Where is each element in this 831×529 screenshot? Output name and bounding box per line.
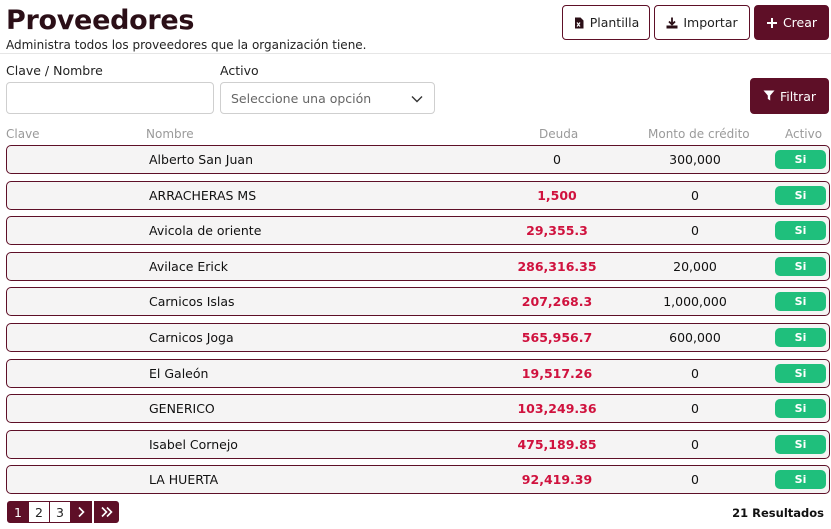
page-header: Proveedores Administra todos los proveed… bbox=[6, 4, 367, 52]
crear-button[interactable]: Crear bbox=[754, 5, 829, 40]
filter-icon bbox=[763, 90, 775, 101]
row-monto: 1,000,000 bbox=[663, 294, 727, 310]
chevron-right-icon bbox=[78, 506, 85, 518]
row-deuda: 0 bbox=[553, 152, 561, 167]
table-row[interactable]: Avilace Erick 286,316.35 20,000 Si bbox=[6, 251, 830, 281]
column-header-deuda: Deuda bbox=[539, 127, 579, 141]
row-deuda: 286,316.35 bbox=[517, 258, 597, 274]
row-nombre: Alberto San Juan bbox=[149, 152, 253, 167]
table-row[interactable]: GENERICO 103,249.36 0 Si bbox=[6, 394, 830, 424]
plantilla-label: Plantilla bbox=[589, 15, 640, 30]
row-nombre: ARRACHERAS MS bbox=[149, 187, 257, 203]
table-row[interactable]: Alberto San Juan 0 300,000 Si bbox=[6, 145, 830, 174]
clave-search-input[interactable] bbox=[6, 82, 214, 114]
row-monto: 0 bbox=[691, 365, 699, 381]
status-badge: Si bbox=[775, 399, 826, 419]
chevron-down-icon bbox=[411, 96, 423, 103]
row-nombre: Carnicos Islas bbox=[149, 294, 235, 310]
filtrar-label: Filtrar bbox=[779, 88, 817, 104]
plantilla-button[interactable]: Plantilla bbox=[562, 5, 650, 40]
column-header-nombre: Nombre bbox=[146, 127, 194, 141]
next-page-button[interactable] bbox=[70, 501, 92, 523]
row-deuda: 92,419.39 bbox=[521, 472, 593, 488]
row-nombre: Avicola de oriente bbox=[149, 223, 262, 239]
row-monto: 0 bbox=[691, 472, 699, 488]
row-monto: 0 bbox=[691, 401, 699, 417]
table-row[interactable]: Carnicos Islas 207,268.3 1,000,000 Si bbox=[6, 287, 830, 317]
row-deuda: 103,249.36 bbox=[517, 401, 597, 417]
page-button-3[interactable]: 3 bbox=[49, 501, 71, 523]
status-badge: Si bbox=[775, 292, 826, 312]
download-icon bbox=[666, 17, 678, 28]
page-button-1[interactable]: 1 bbox=[7, 501, 29, 523]
page-title: Proveedores bbox=[6, 5, 195, 36]
pagination: 1 2 3 bbox=[7, 501, 119, 523]
last-page-button[interactable] bbox=[94, 501, 119, 523]
row-monto: 600,000 bbox=[669, 329, 721, 345]
status-badge: Si bbox=[775, 256, 826, 276]
row-monto: 0 bbox=[691, 436, 699, 452]
status-badge: Si bbox=[775, 327, 826, 347]
row-deuda: 565,956.7 bbox=[521, 329, 593, 345]
row-monto: 0 bbox=[691, 223, 699, 239]
row-nombre: GENERICO bbox=[149, 401, 215, 417]
row-deuda: 29,355.3 bbox=[526, 223, 588, 239]
row-nombre: Carnicos Joga bbox=[149, 329, 234, 345]
status-badge: Si bbox=[775, 470, 826, 490]
crear-label: Crear bbox=[782, 15, 818, 30]
column-header-clave: Clave bbox=[6, 127, 40, 141]
table-row[interactable]: Isabel Cornejo 475,189.85 0 Si bbox=[6, 429, 830, 459]
providers-table: Alberto San Juan 0 300,000 Si ARRACHERAS… bbox=[6, 145, 830, 501]
row-monto: 0 bbox=[691, 187, 699, 203]
clave-filter-label: Clave / Nombre bbox=[6, 63, 103, 78]
table-header: Clave Nombre Deuda Monto de crédito Acti… bbox=[0, 127, 831, 141]
table-row[interactable]: LA HUERTA 92,419.39 0 Si bbox=[6, 465, 830, 495]
results-count: 21 Resultados bbox=[732, 506, 824, 520]
activo-filter-label: Activo bbox=[220, 63, 259, 78]
double-chevron-right-icon bbox=[100, 506, 113, 518]
table-row[interactable]: Avicola de oriente 29,355.3 0 Si bbox=[6, 216, 830, 246]
row-nombre: LA HUERTA bbox=[149, 472, 219, 488]
filtrar-button[interactable]: Filtrar bbox=[750, 78, 829, 114]
status-badge: Si bbox=[775, 221, 826, 241]
row-nombre: El Galeón bbox=[149, 365, 209, 381]
importar-label: Importar bbox=[683, 15, 738, 30]
column-header-activo: Activo bbox=[785, 127, 823, 141]
status-badge: Si bbox=[775, 434, 826, 454]
row-deuda: 207,268.3 bbox=[521, 294, 593, 310]
row-deuda: 1,500 bbox=[537, 187, 577, 203]
page-subtitle: Administra todos los proveedores que la … bbox=[6, 38, 367, 52]
row-monto: 20,000 bbox=[673, 258, 717, 274]
column-header-monto: Monto de crédito bbox=[648, 127, 750, 141]
row-monto: 300,000 bbox=[669, 152, 721, 167]
status-badge: Si bbox=[775, 363, 826, 383]
excel-file-icon bbox=[574, 17, 584, 28]
table-row[interactable]: El Galeón 19,517.26 0 Si bbox=[6, 358, 830, 388]
row-deuda: 19,517.26 bbox=[521, 365, 593, 381]
activo-select[interactable]: Seleccione una opción bbox=[220, 82, 435, 114]
row-deuda: 475,189.85 bbox=[517, 436, 597, 452]
row-nombre: Avilace Erick bbox=[149, 258, 228, 274]
table-row[interactable]: Carnicos Joga 565,956.7 600,000 Si bbox=[6, 322, 830, 352]
plus-icon bbox=[766, 17, 777, 28]
status-badge: Si bbox=[775, 185, 826, 205]
importar-button[interactable]: Importar bbox=[654, 5, 750, 40]
status-badge: Si bbox=[775, 150, 826, 169]
activo-select-placeholder: Seleccione una opción bbox=[231, 90, 372, 106]
page-button-2[interactable]: 2 bbox=[28, 501, 50, 523]
top-actions: Plantilla Importar Crear bbox=[562, 5, 829, 40]
header-divider bbox=[0, 53, 831, 54]
row-nombre: Isabel Cornejo bbox=[149, 436, 238, 452]
table-row[interactable]: ARRACHERAS MS 1,500 0 Si bbox=[6, 180, 830, 210]
